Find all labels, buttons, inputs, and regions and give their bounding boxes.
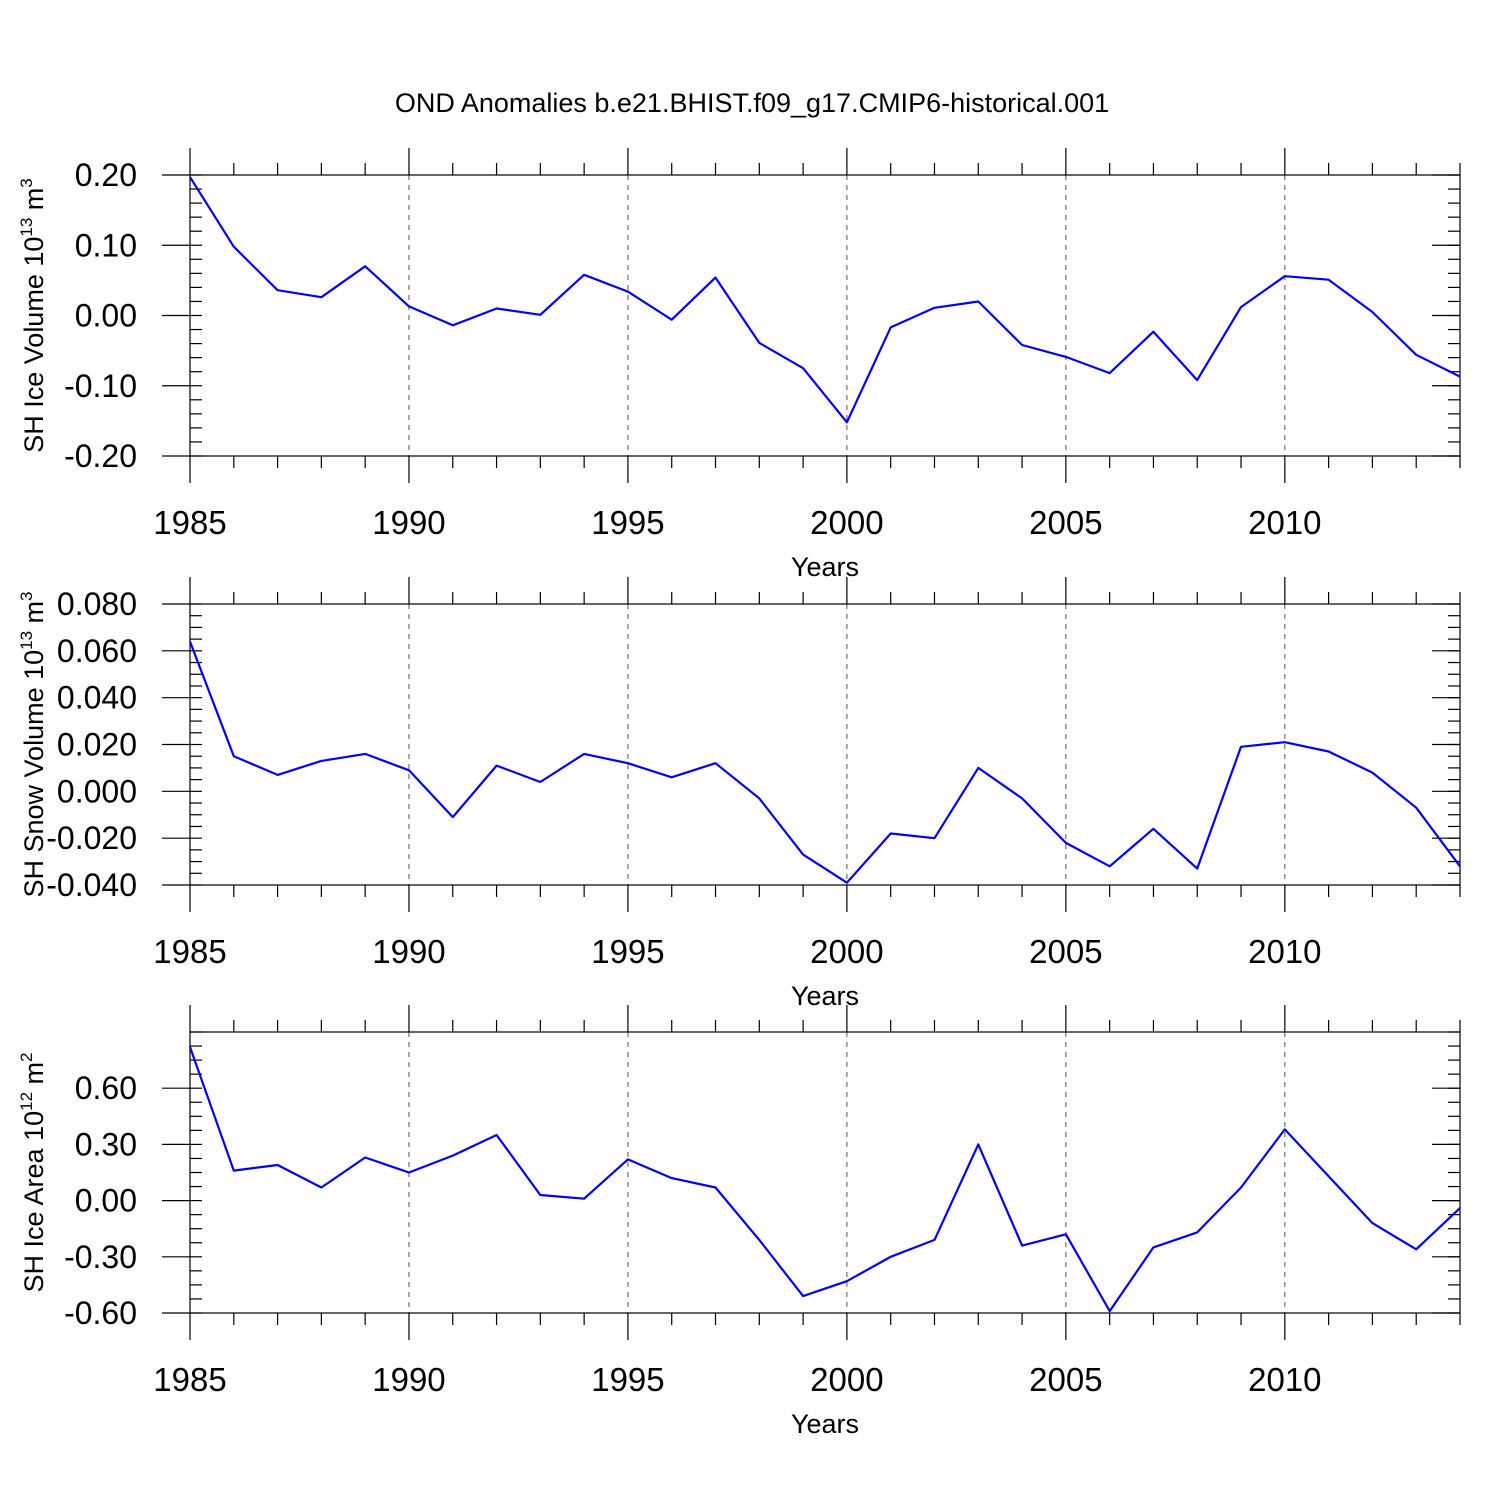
- plot-frame: [189, 1031, 1461, 1314]
- series-line: [188, 641, 1461, 884]
- y-tick-label: -0.040: [46, 867, 137, 903]
- plot-frame: [189, 174, 1461, 457]
- y-tick-label: 0.020: [57, 727, 137, 763]
- x-tick-label: 1995: [591, 933, 664, 970]
- y-tick-label: 0.00: [75, 298, 137, 334]
- x-axis-label: Years: [791, 981, 859, 1011]
- x-tick-label: 1990: [372, 504, 445, 541]
- x-tick-label: 2010: [1248, 504, 1321, 541]
- y-tick-label: 0.20: [75, 157, 137, 193]
- y-tick-label: 0.040: [57, 680, 137, 716]
- y-tick-label: 0.30: [75, 1126, 137, 1162]
- y-tick-label: 0.10: [75, 227, 137, 263]
- x-tick-label: 1985: [153, 933, 226, 970]
- y-tick-label: -0.020: [46, 820, 137, 856]
- panel-2: 1985 1990 1995 2000 2005 2010 Years -0.040 -0.02…: [17, 577, 1461, 1011]
- y-axis-label: SH Ice Volume 1013 m3: [17, 178, 49, 453]
- y-tick-label: 0.080: [57, 586, 137, 622]
- panel-1: 1985 1990 1995 2000 2005 2010 Years -0.20 -0.10 0…: [17, 148, 1461, 582]
- x-tick-label: 2000: [810, 504, 883, 541]
- x-tick-label: 1985: [153, 1361, 226, 1398]
- y-tick-label: 0.60: [75, 1070, 137, 1106]
- x-tick-label: 2010: [1248, 933, 1321, 970]
- x-axis-label: Years: [791, 1409, 859, 1439]
- chart-title: OND Anomalies b.e21.BHIST.f09_g17.CMIP6-…: [395, 88, 1109, 118]
- y-tick-label: -0.60: [64, 1295, 137, 1331]
- x-tick-label: 1995: [591, 504, 664, 541]
- y-tick-label: 0.060: [57, 633, 137, 669]
- x-tick-label: 1990: [372, 933, 445, 970]
- y-axis-label: SH Ice Area 1012 m2: [17, 1053, 49, 1293]
- x-axis-label: Years: [791, 552, 859, 582]
- x-tick-label: 1995: [591, 1361, 664, 1398]
- series-line: [188, 1046, 1461, 1313]
- x-tick-label: 2000: [810, 1361, 883, 1398]
- series-line: [189, 176, 1461, 424]
- y-tick-label: 0.00: [75, 1183, 137, 1219]
- x-tick-label: 2005: [1029, 504, 1102, 541]
- y-axis-label: SH Snow Volume 1013 m3: [17, 591, 49, 897]
- x-tick-label: 2005: [1029, 933, 1102, 970]
- y-tick-label: 0.000: [57, 773, 137, 809]
- x-tick-label: 2010: [1248, 1361, 1321, 1398]
- x-tick-label: 2005: [1029, 1361, 1102, 1398]
- y-tick-label: -0.20: [64, 438, 137, 474]
- panel-3: 1985 1990 1995 2000 2005 2010 Years -0.60 -0.30 0…: [17, 1005, 1461, 1439]
- y-tick-label: -0.30: [64, 1239, 137, 1275]
- x-tick-label: 2000: [810, 933, 883, 970]
- x-tick-label: 1985: [153, 504, 226, 541]
- y-tick-label: -0.10: [64, 368, 137, 404]
- x-tick-label: 1990: [372, 1361, 445, 1398]
